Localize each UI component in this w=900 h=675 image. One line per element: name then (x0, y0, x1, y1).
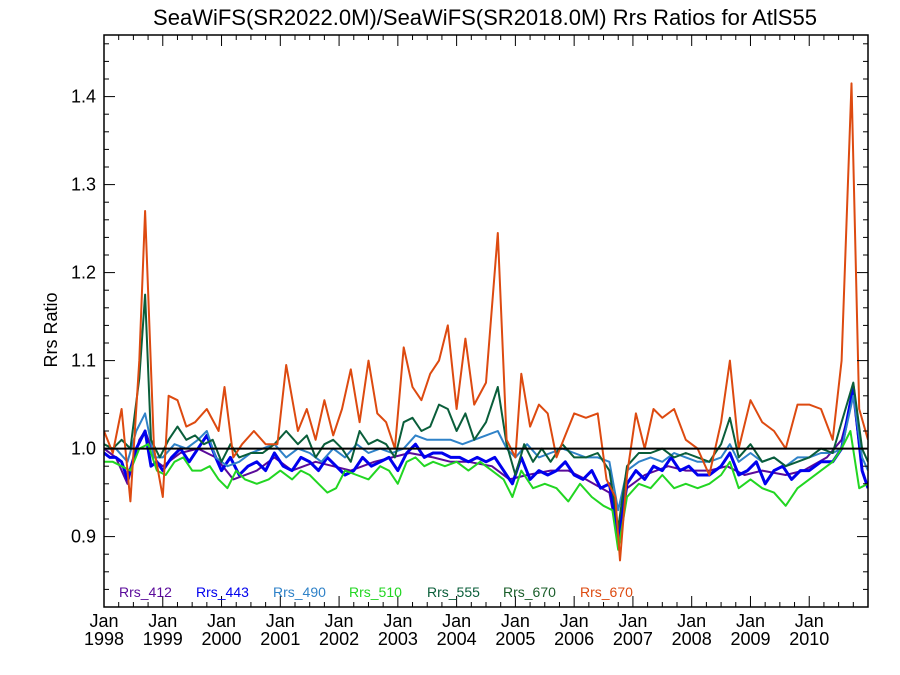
x-tick-label-month: Jan (207, 611, 236, 631)
x-tick-label-year: 2004 (437, 629, 477, 649)
chart-title: SeaWiFS(SR2022.0M)/SeaWiFS(SR2018.0M) Rr… (153, 5, 817, 30)
x-tick-label-month: Jan (736, 611, 765, 631)
x-tick-label-year: 2001 (260, 629, 300, 649)
legend-item: Rrs_670 (580, 584, 633, 600)
plot-frame (103, 34, 869, 608)
x-tick-label-month: Jan (501, 611, 530, 631)
x-tick-label-year: 2009 (730, 629, 770, 649)
x-tick-label-month: Jan (148, 611, 177, 631)
x-tick-label-year: 2002 (319, 629, 359, 649)
x-tick-label-month: Jan (560, 611, 589, 631)
legend-item: Rrs_555 (427, 584, 480, 600)
x-tick-label-month: Jan (677, 611, 706, 631)
x-tick-label-year: 2003 (378, 629, 418, 649)
x-tick-label-month: Jan (383, 611, 412, 631)
y-tick-label: 1.1 (71, 351, 96, 371)
series-line-rrs-510-3 (104, 430, 868, 551)
x-tick-label-year: 2006 (554, 629, 594, 649)
legend-item: Rrs_443 (196, 584, 249, 600)
y-tick-label: 1.4 (71, 87, 96, 107)
x-tick-label-year: 2007 (613, 629, 653, 649)
x-tick-label-year: 2005 (495, 629, 535, 649)
legend: Rrs_412 Rrs_443 Rrs_490 Rrs_510 Rrs_555 Rrs_6… (119, 584, 633, 600)
x-tick-label-month: Jan (442, 611, 471, 631)
legend-item: Rrs_412 (119, 584, 172, 600)
legend-item: Rrs_510 (349, 584, 402, 600)
x-tick-label-year: 1998 (84, 629, 124, 649)
series-line-rrs-555-4 (104, 293, 868, 529)
legend-item: Rrs_490 (273, 584, 326, 600)
series-line-rrs-412-0 (104, 394, 868, 542)
y-tick-label: 1.3 (71, 175, 96, 195)
x-tick-label-year: 2008 (672, 629, 712, 649)
legend-item: Rrs_670 (503, 584, 556, 600)
y-axis: 0.9 1.0 1.1 1.2 1.3 1.4 (71, 43, 868, 608)
y-axis-label: Rrs Ratio (41, 292, 61, 367)
x-tick-label-year: 1999 (143, 629, 183, 649)
series-line-rrs-670-5 (104, 82, 868, 562)
x-tick-label-month: Jan (89, 611, 118, 631)
series-line-rrs-443-1 (104, 385, 868, 539)
x-tick-label-month: Jan (325, 611, 354, 631)
y-tick-label: 0.9 (71, 527, 96, 547)
x-tick-label-year: 2000 (202, 629, 242, 649)
x-tick-label-month: Jan (618, 611, 647, 631)
x-tick-label-month: Jan (266, 611, 295, 631)
x-axis: Jan1998Jan1999Jan2000Jan2001Jan2002Jan20… (84, 35, 869, 649)
x-tick-label-month: Jan (795, 611, 824, 631)
y-tick-label: 1.0 (71, 439, 96, 459)
y-tick-label: 1.2 (71, 263, 96, 283)
x-tick-label-year: 2010 (789, 629, 829, 649)
